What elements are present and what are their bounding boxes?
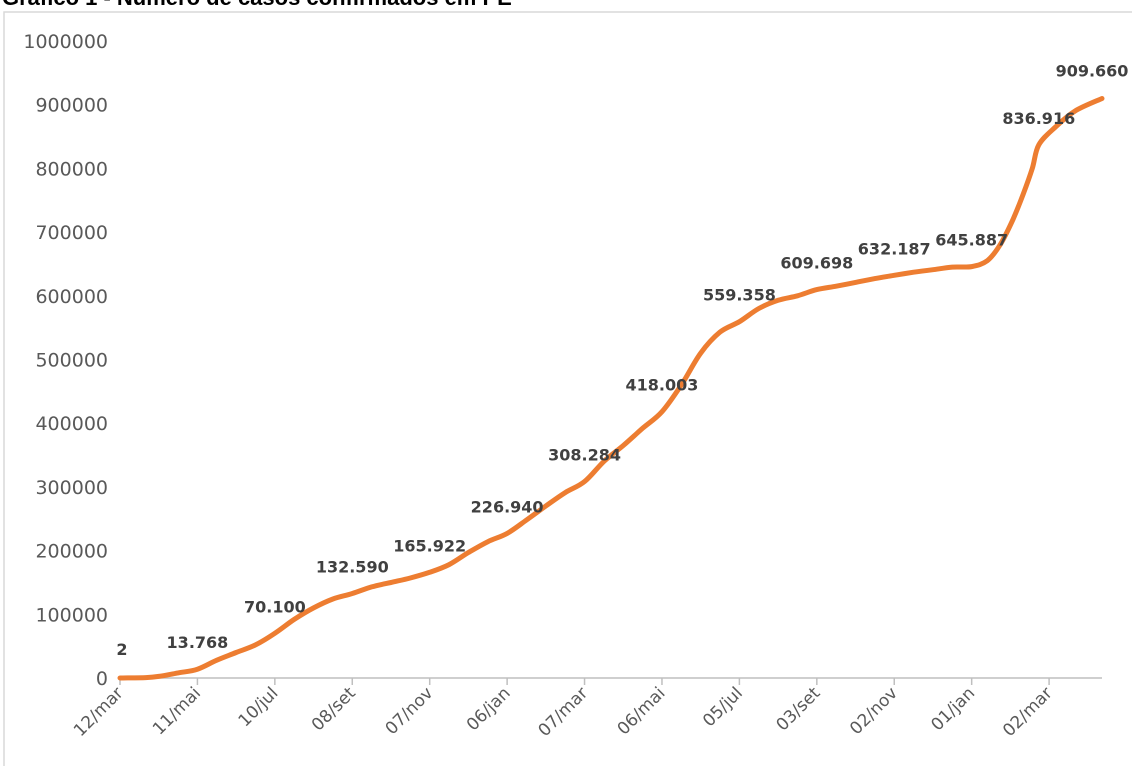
y-tick-label: 500000 xyxy=(35,350,108,372)
y-axis: 0 100000 200000 300000 400000 500000 600000 700… xyxy=(23,31,108,690)
chart-title: Gráfico 1 - Número de casos confirmados … xyxy=(2,0,512,10)
data-label: 909.660 xyxy=(1056,62,1129,81)
y-tick-label: 800000 xyxy=(35,158,108,180)
y-tick-label: 900000 xyxy=(35,95,108,117)
data-label: 2 xyxy=(116,640,127,659)
y-tick-label: 1000000 xyxy=(23,31,108,53)
y-tick-label: 400000 xyxy=(35,413,108,435)
data-label: 836.916 xyxy=(1002,109,1075,128)
y-tick-label: 600000 xyxy=(35,286,108,308)
y-tick-label: 200000 xyxy=(35,541,108,563)
data-label: 70.100 xyxy=(244,597,306,616)
y-tick-label: 700000 xyxy=(35,222,108,244)
data-label: 132.590 xyxy=(316,558,389,577)
data-label: 226.940 xyxy=(471,497,544,516)
data-label: 165.922 xyxy=(393,536,466,555)
data-label: 559.358 xyxy=(703,286,776,305)
y-tick-label: 100000 xyxy=(35,604,108,626)
data-label: 308.284 xyxy=(548,446,621,465)
series-line xyxy=(117,96,1105,681)
data-label: 13.768 xyxy=(167,633,229,652)
chart-area-border xyxy=(3,11,1132,766)
y-tick-label: 0 xyxy=(96,668,108,690)
data-label: 609.698 xyxy=(780,254,853,273)
y-tick-label: 300000 xyxy=(35,477,108,499)
data-label: 418.003 xyxy=(626,376,699,395)
data-label: 645.887 xyxy=(935,231,1008,250)
data-label: 632.187 xyxy=(858,239,931,258)
